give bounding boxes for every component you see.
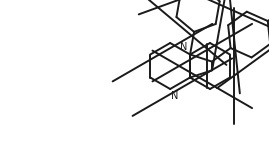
Text: N: N xyxy=(171,91,179,101)
Text: N: N xyxy=(180,42,187,53)
